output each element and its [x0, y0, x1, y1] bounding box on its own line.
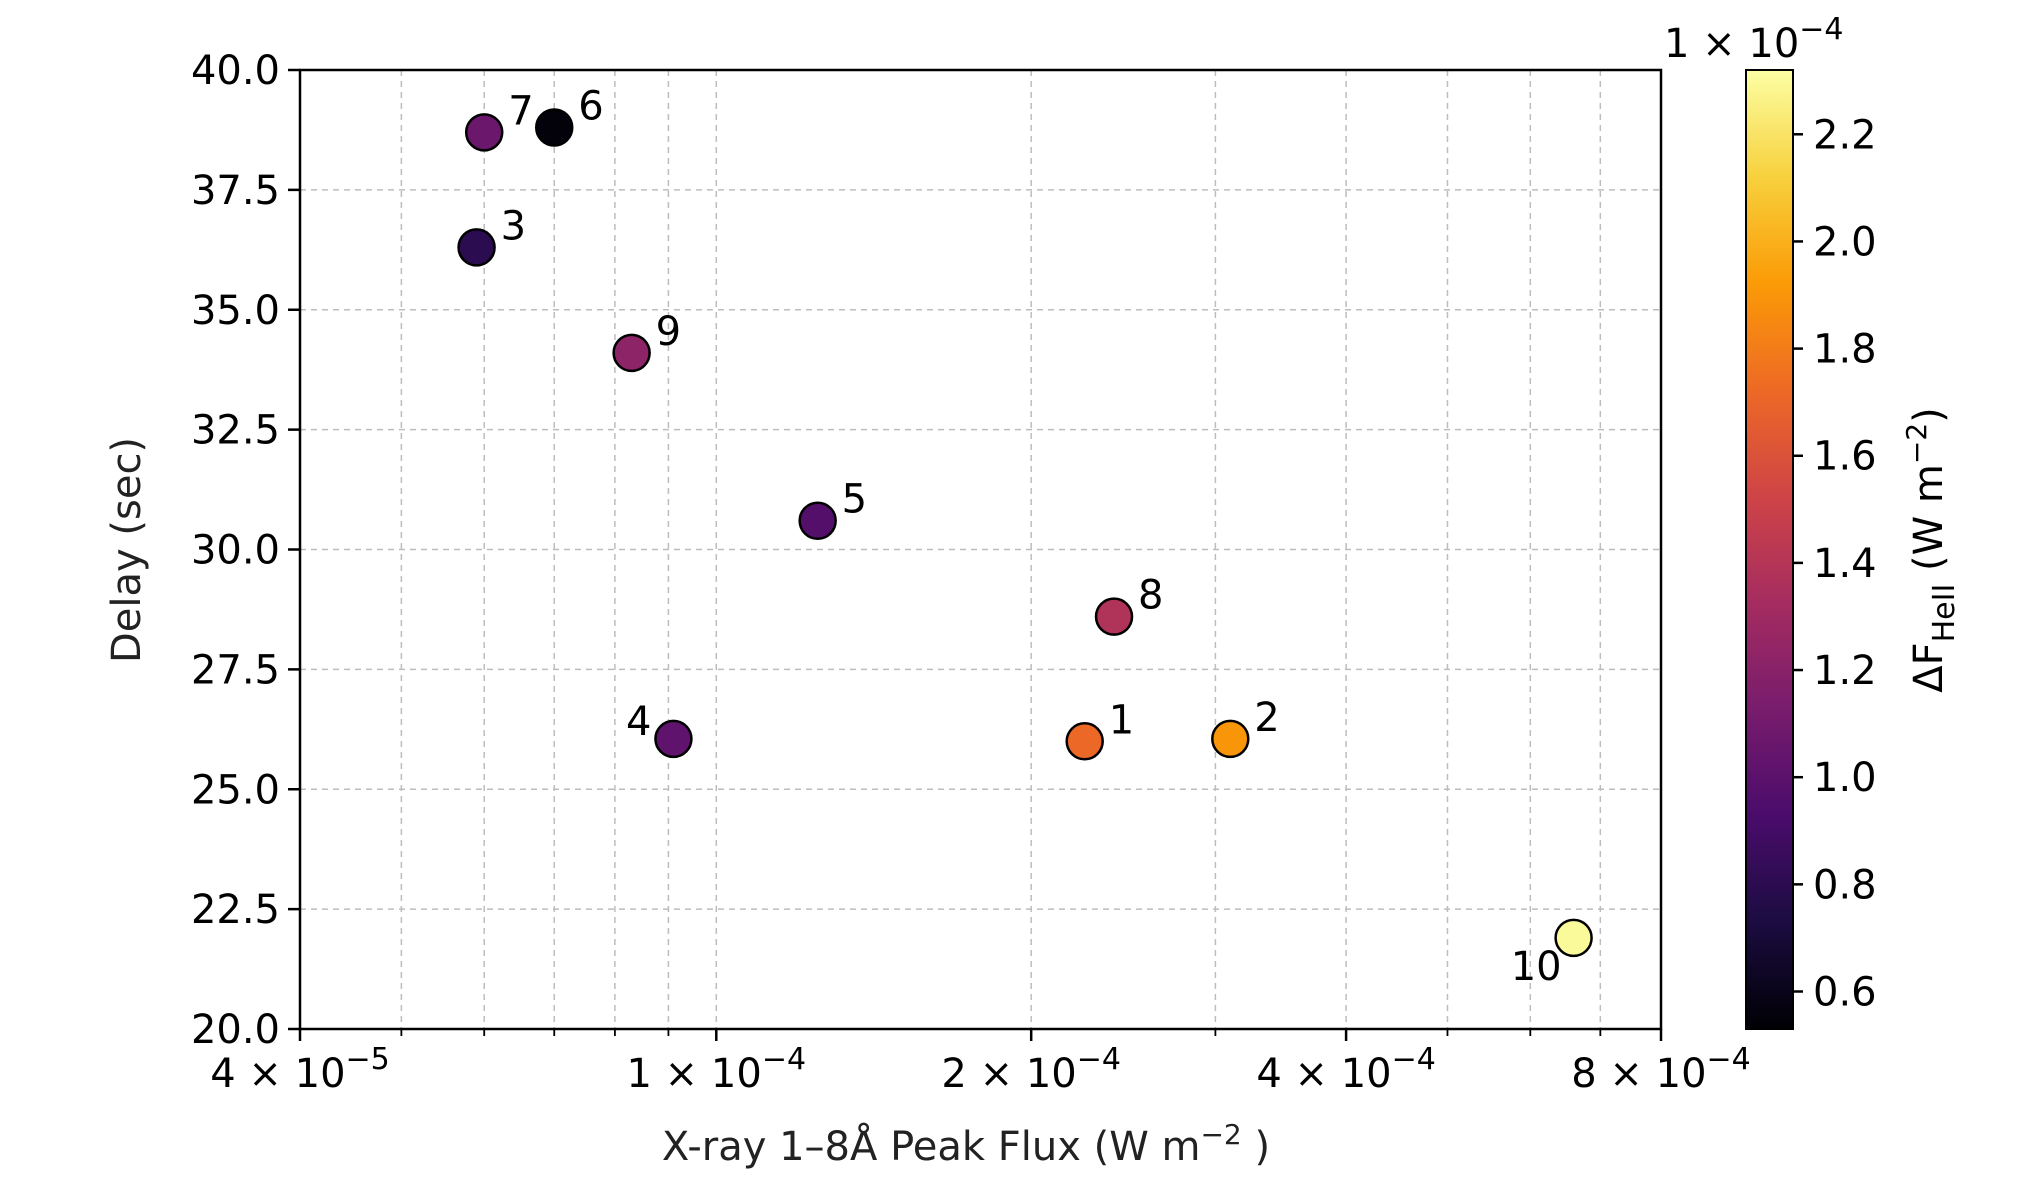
- y-tick-label: 35.0: [191, 288, 280, 334]
- colorbar-tick-label: 1.8: [1813, 327, 1877, 373]
- data-points: 1 2 3 4 5 67 8 9 10: [457, 84, 1593, 990]
- data-point: [798, 501, 837, 540]
- x-tick-label: 2 × 10−4: [941, 1042, 1121, 1097]
- colorbar: 0.6 0.8 1.0 1.2 1.4 1.6 1.8 2.0 2.2 1 × 10−4 ΔFH…: [1664, 12, 1962, 1030]
- data-point: [457, 228, 496, 267]
- x-tick-label: 8 × 10−4: [1571, 1042, 1751, 1097]
- data-point-label: 5: [842, 477, 867, 523]
- y-tick-label: 37.5: [191, 168, 280, 214]
- x-tick-label: 4 × 10−5: [210, 1042, 390, 1097]
- colorbar-tick-label: 0.6: [1813, 969, 1877, 1015]
- y-tick-label: 25.0: [191, 767, 280, 813]
- y-tick-label: 27.5: [191, 647, 280, 693]
- x-tick-label: 1 × 10−4: [627, 1042, 807, 1097]
- data-point-label: 1: [1109, 697, 1134, 743]
- colorbar-tick-label: 2.2: [1813, 112, 1877, 158]
- colorbar-tick-label: 1.2: [1813, 648, 1877, 694]
- colorbar-tick-label: 0.8: [1813, 862, 1877, 908]
- data-point: [654, 719, 693, 759]
- colorbar-ticks: 0.6 0.8 1.0 1.2 1.4 1.6 1.8 2.0 2.2: [1793, 112, 1877, 1015]
- colorbar-tick-label: 1.4: [1813, 541, 1877, 587]
- colorbar-gradient: [1745, 69, 1794, 1030]
- data-point: [1554, 918, 1593, 958]
- y-axis-label: Delay (sec): [104, 437, 150, 663]
- data-point-label: 6: [578, 84, 603, 130]
- data-point: [1094, 597, 1134, 636]
- data-point: [534, 108, 574, 147]
- data-point-label: 10: [1511, 944, 1562, 990]
- colorbar-label: ΔFHeII (W m−2): [1900, 407, 1962, 693]
- y-tick-label: 30.0: [191, 528, 280, 574]
- axis-ticks: 4 × 10−5 1 × 10−4 2 × 10−4 4 × 10−4 8 × 10−4…: [191, 48, 1751, 1097]
- y-tick-label: 32.5: [191, 408, 280, 454]
- colorbar-tick-label: 1.6: [1813, 434, 1877, 480]
- colorbar-tick-label: 2.0: [1813, 219, 1877, 265]
- data-point-label: 9: [656, 309, 681, 355]
- data-point: [612, 333, 651, 373]
- data-point: [464, 113, 504, 152]
- x-tick-label: 4 × 10−4: [1256, 1042, 1436, 1097]
- y-tick-label: 22.5: [191, 887, 280, 933]
- data-point: [1065, 722, 1104, 761]
- y-tick-label: 40.0: [191, 48, 280, 94]
- y-tick-label: 20.0: [191, 1007, 280, 1053]
- colorbar-tick-label: 1.0: [1813, 755, 1877, 801]
- data-point-label: 3: [501, 203, 526, 249]
- data-point-label: 8: [1138, 573, 1163, 619]
- data-point: [1211, 719, 1250, 759]
- data-point-label: 7: [508, 88, 533, 134]
- colorbar-multiplier: 1 × 10−4: [1664, 12, 1844, 67]
- x-axis-label: X-ray 1–8Å Peak Flux (W m−2 ): [662, 1118, 1270, 1170]
- data-point-label: 2: [1254, 695, 1279, 741]
- data-point-label: 4: [626, 699, 651, 745]
